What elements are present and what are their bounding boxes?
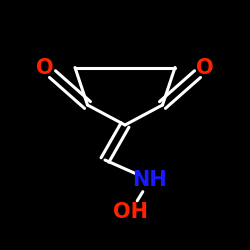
Text: NH: NH: [132, 170, 168, 190]
Text: O: O: [36, 58, 54, 78]
Text: OH: OH: [112, 202, 148, 222]
Text: O: O: [196, 58, 214, 78]
